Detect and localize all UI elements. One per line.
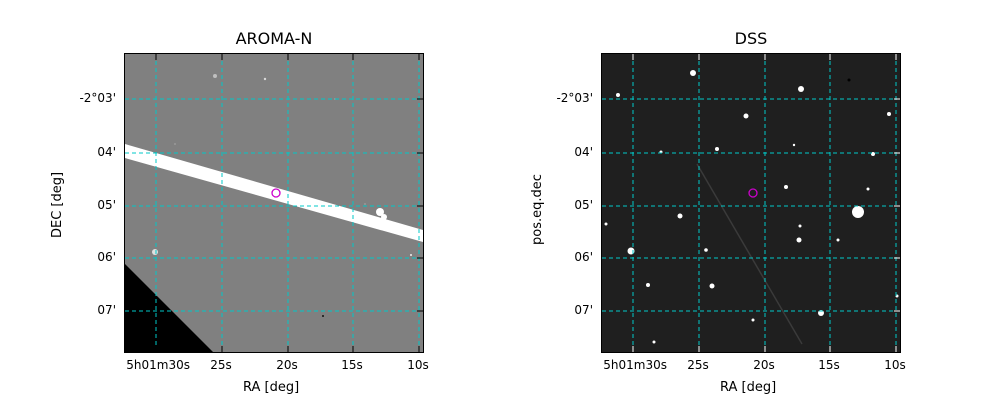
left-x-axis-label: RA [deg] bbox=[243, 380, 300, 395]
y-tick-label: 07' bbox=[97, 303, 116, 317]
tick-marks bbox=[632, 54, 900, 352]
x-tick-label: 20s bbox=[276, 358, 298, 372]
x-tick-label: 25s bbox=[687, 358, 709, 372]
left-y-axis-label: DEC [deg] bbox=[50, 171, 65, 238]
right-panel-title: DSS bbox=[734, 29, 768, 48]
faint-streak bbox=[696, 163, 803, 345]
aroma-n-image-panel bbox=[124, 53, 424, 353]
y-tick-label: 06' bbox=[574, 250, 593, 264]
satellite-streak bbox=[125, 144, 423, 242]
aroma-n-image bbox=[125, 54, 423, 352]
dss-image-panel bbox=[601, 53, 901, 353]
x-tick-label: 5h01m30s bbox=[603, 358, 667, 372]
y-tick-label: 05' bbox=[97, 198, 116, 212]
x-tick-label: 10s bbox=[407, 358, 429, 372]
x-tick-label: 25s bbox=[210, 358, 232, 372]
dss-stars bbox=[604, 70, 899, 344]
x-tick-label: 15s bbox=[818, 358, 840, 372]
x-tick-label: 20s bbox=[753, 358, 775, 372]
y-tick-label: -2°03' bbox=[79, 91, 116, 105]
x-tick-label: 15s bbox=[341, 358, 363, 372]
y-tick-label: 05' bbox=[574, 198, 593, 212]
x-tick-label: 5h01m30s bbox=[126, 358, 190, 372]
target-marker bbox=[748, 188, 758, 198]
x-tick-label: 10s bbox=[884, 358, 906, 372]
y-tick-label: 04' bbox=[574, 145, 593, 159]
y-tick-label: -2°03' bbox=[556, 91, 593, 105]
coordinate-grid bbox=[125, 54, 423, 352]
y-tick-label: 04' bbox=[97, 145, 116, 159]
streak-blob bbox=[376, 208, 384, 216]
y-tick-label: 07' bbox=[574, 303, 593, 317]
streak-blob bbox=[381, 214, 387, 220]
right-y-axis-label: pos.eq.dec bbox=[530, 174, 545, 245]
target-marker bbox=[271, 188, 281, 198]
dss-image bbox=[602, 54, 900, 352]
tick-marks bbox=[155, 54, 423, 352]
no-coverage-mask bbox=[125, 264, 213, 352]
right-x-axis-label: RA [deg] bbox=[720, 380, 777, 395]
coordinate-grid bbox=[602, 54, 900, 352]
left-panel-title: AROMA-N bbox=[235, 29, 313, 48]
y-tick-label: 06' bbox=[97, 250, 116, 264]
